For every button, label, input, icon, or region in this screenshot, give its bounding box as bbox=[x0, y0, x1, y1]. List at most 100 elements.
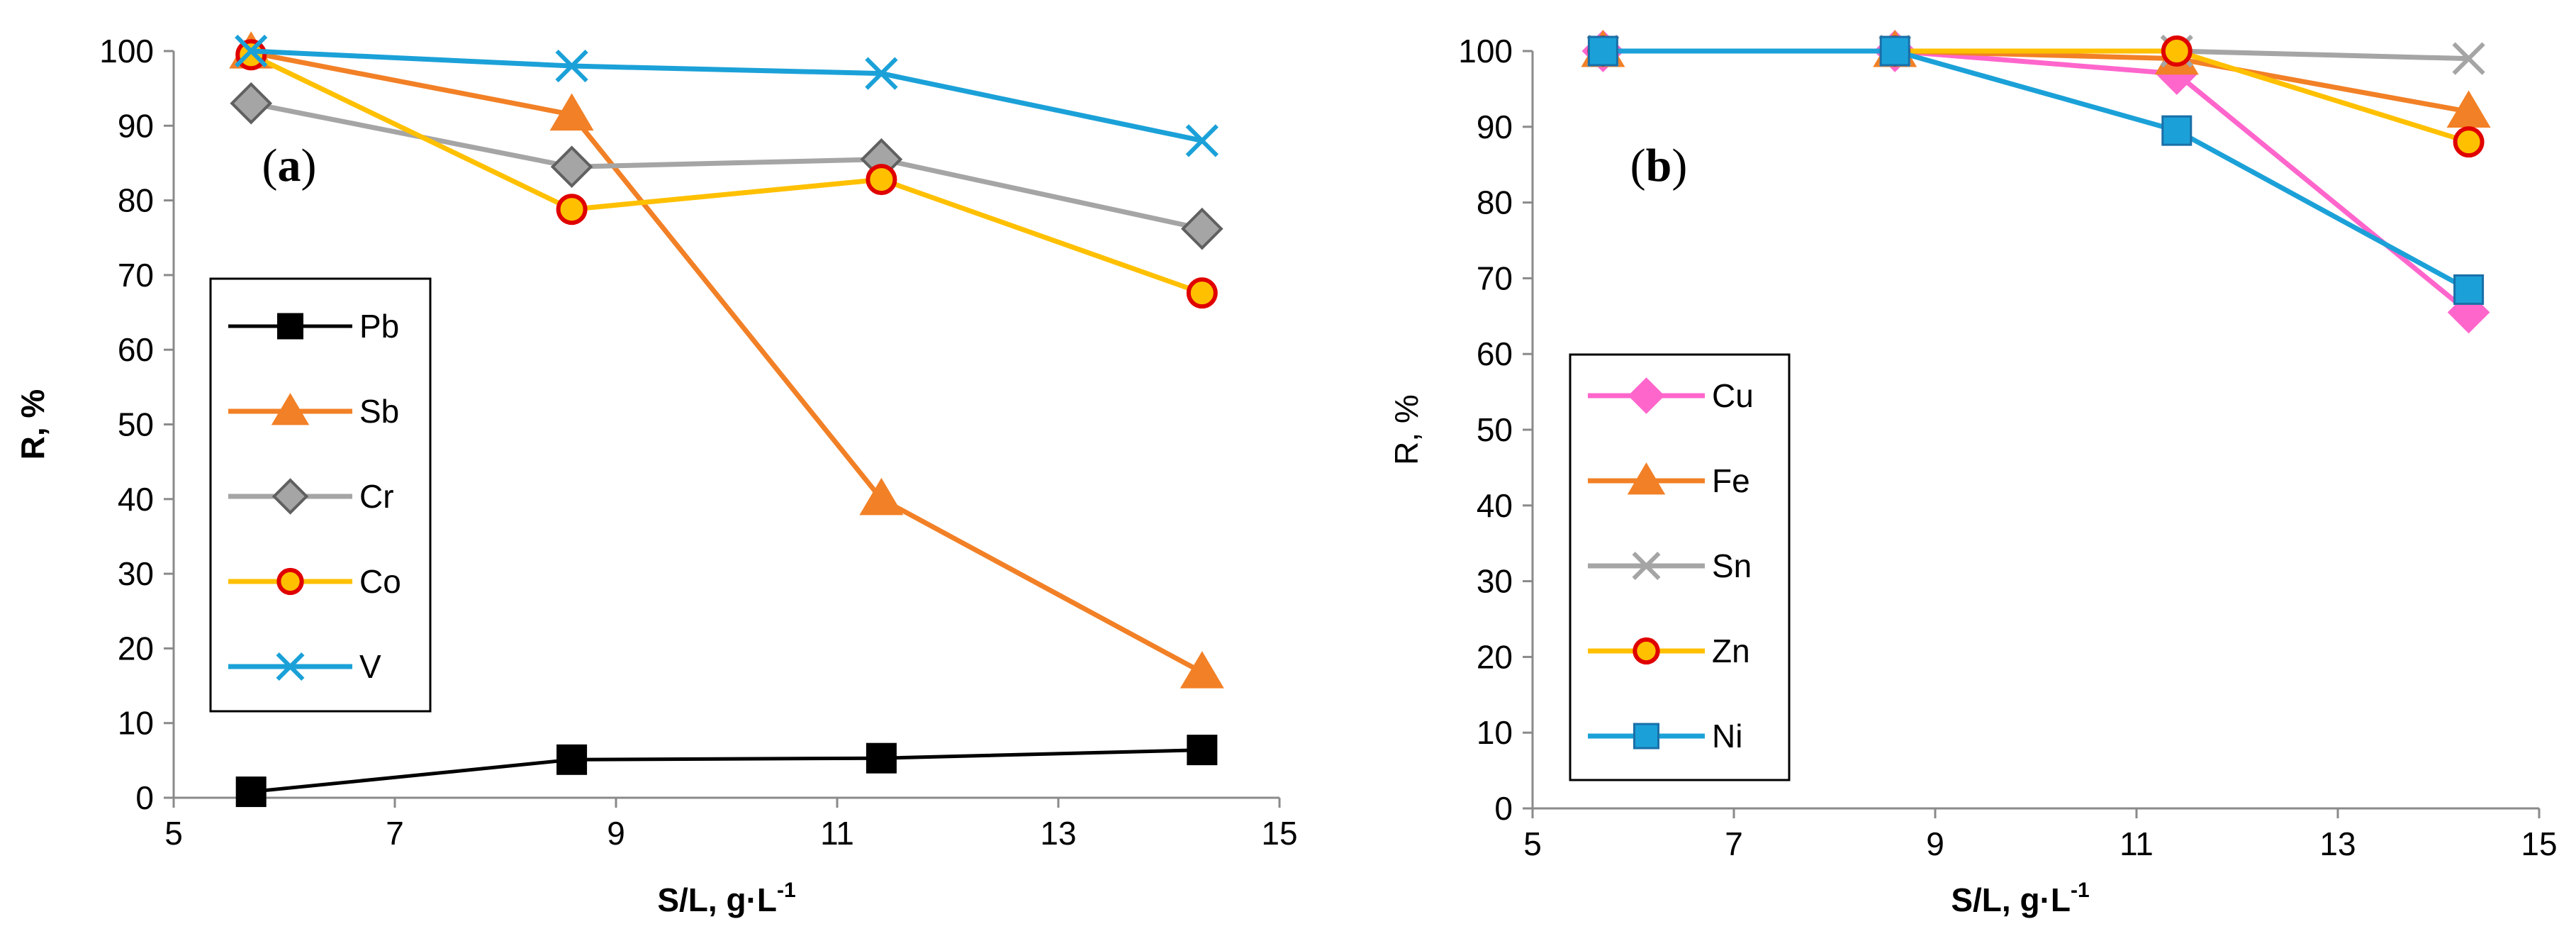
x-axis-title: S/L, g·L-1 bbox=[1951, 879, 2089, 918]
x-tick-label: 7 bbox=[1725, 825, 1743, 862]
x-tick-label: 15 bbox=[1261, 815, 1297, 852]
series-line-Co bbox=[250, 52, 1203, 296]
legend-label-Zn: Zn bbox=[1712, 633, 1750, 669]
data-point-V bbox=[1185, 124, 1219, 157]
series-Pb bbox=[235, 735, 1218, 808]
data-point-Sb bbox=[859, 477, 904, 516]
y-tick-label: 90 bbox=[118, 107, 154, 144]
x-tick-label: 15 bbox=[2521, 825, 2557, 862]
y-tick-label: 70 bbox=[118, 257, 154, 294]
x-tick-label: 11 bbox=[820, 815, 854, 852]
data-point-Co bbox=[556, 194, 588, 225]
series-Co bbox=[235, 39, 1218, 309]
y-tick-label: 10 bbox=[118, 705, 154, 742]
data-point-V bbox=[235, 34, 268, 68]
data-point-Sb bbox=[1180, 651, 1224, 689]
panel-label-close-paren: ) bbox=[1671, 140, 1687, 191]
data-point-Sn bbox=[2452, 42, 2485, 75]
panel-label: (a) bbox=[262, 140, 317, 191]
x-tick-label: 13 bbox=[1040, 815, 1076, 852]
panel-label: (b) bbox=[1630, 140, 1688, 191]
x-axis-title-superscript: -1 bbox=[777, 879, 796, 902]
y-tick-label: 0 bbox=[135, 779, 154, 816]
data-point-Zn bbox=[2453, 126, 2485, 158]
series-V bbox=[235, 34, 1219, 157]
y-tick-label: 80 bbox=[118, 182, 154, 219]
y-tick-label: 20 bbox=[118, 630, 154, 667]
y-axis-title: R, % bbox=[14, 389, 51, 460]
data-point-Co bbox=[866, 164, 897, 196]
data-point-Ni bbox=[2161, 115, 2193, 146]
panel-label-open-paren: ( bbox=[1630, 140, 1646, 191]
data-point-Pb bbox=[235, 776, 267, 808]
series-line-V bbox=[251, 48, 1203, 143]
y-tick-label: 20 bbox=[1477, 638, 1513, 675]
series-Ni bbox=[1587, 35, 2485, 305]
x-axis-title-text: S/L, g·L bbox=[1951, 881, 2071, 918]
legend-marker-Sb bbox=[271, 393, 310, 425]
data-point-Ni bbox=[2453, 274, 2485, 305]
legend-marker-Fe bbox=[1627, 462, 1666, 495]
y-tick-label: 70 bbox=[1477, 260, 1513, 296]
legend-label-Sn: Sn bbox=[1712, 547, 1752, 584]
y-tick-label: 100 bbox=[99, 33, 154, 69]
legend-label-Ni: Ni bbox=[1712, 718, 1742, 755]
series-line-Ni bbox=[1603, 48, 2470, 292]
legend-label-Fe: Fe bbox=[1712, 462, 1750, 499]
legend: Cu Fe Sn Zn Ni bbox=[1569, 353, 1791, 781]
legend-marker-Co bbox=[276, 567, 304, 596]
panel-label-close-paren: ) bbox=[301, 140, 317, 191]
chart-panel-a: 0 10 20 30 40 50 60 70 80 90 100 5 7 9 11 13 15 R, % S/L, … bbox=[14, 31, 1298, 918]
panel-label-letter: a bbox=[278, 140, 301, 191]
data-point-Co bbox=[235, 39, 267, 71]
data-point-Co bbox=[1186, 277, 1218, 309]
data-point-Pb bbox=[1187, 735, 1218, 766]
y-tick-label: 50 bbox=[118, 406, 154, 443]
series-Cr bbox=[230, 82, 1223, 250]
legend-label-Cu: Cu bbox=[1712, 377, 1754, 414]
y-tick-label: 10 bbox=[1477, 714, 1513, 751]
data-point-Cr bbox=[550, 145, 593, 189]
series-Fe bbox=[1581, 30, 2491, 128]
legend-marker-V bbox=[276, 652, 305, 681]
x-tick-label: 5 bbox=[1523, 825, 1542, 862]
x-tick-label: 7 bbox=[386, 815, 404, 852]
y-tick-label: 50 bbox=[1477, 411, 1513, 448]
y-tick-label: 60 bbox=[118, 331, 154, 368]
legend-label-Cr: Cr bbox=[359, 478, 394, 515]
legend-label-Pb: Pb bbox=[359, 308, 399, 345]
legend-marker-Zn bbox=[1633, 637, 1660, 665]
series-line-Pb bbox=[250, 748, 1202, 794]
data-point-Sb bbox=[549, 93, 594, 131]
y-tick-label: 40 bbox=[118, 481, 154, 518]
y-tick-label: 0 bbox=[1494, 790, 1513, 827]
data-point-Cr bbox=[230, 82, 273, 125]
y-axis-title: R, % bbox=[1388, 394, 1425, 465]
data-point-Cr bbox=[1180, 207, 1223, 250]
data-point-Zn bbox=[2161, 35, 2193, 67]
legend-marker-Cr bbox=[271, 478, 309, 515]
y-tick-label: 80 bbox=[1477, 184, 1513, 221]
data-point-Pb bbox=[866, 742, 897, 774]
x-tick-label: 11 bbox=[2119, 825, 2154, 862]
legend-label-Sb: Sb bbox=[359, 393, 399, 430]
y-tick-label: 40 bbox=[1477, 487, 1513, 524]
x-tick-label: 5 bbox=[164, 815, 183, 852]
data-point-V bbox=[865, 57, 898, 90]
x-tick-label: 9 bbox=[607, 815, 625, 852]
legend-marker-Ni bbox=[1633, 723, 1659, 750]
panel-label-open-paren: ( bbox=[262, 140, 278, 191]
y-tick-label: 90 bbox=[1477, 108, 1513, 145]
legend-label-V: V bbox=[359, 648, 381, 685]
series-Cu bbox=[1581, 30, 2490, 334]
data-point-Ni bbox=[1587, 35, 1618, 67]
x-axis-title-text: S/L, g·L bbox=[657, 881, 777, 918]
chart-panel-b: 0 10 20 30 40 50 60 70 80 90 100 5 7 9 11 13 15 R, % S/L, … bbox=[1388, 30, 2558, 918]
series-line-Cr bbox=[250, 101, 1203, 232]
data-point-Ni bbox=[1879, 35, 1910, 67]
y-tick-label: 100 bbox=[1458, 33, 1513, 69]
x-axis-title-superscript: -1 bbox=[2071, 879, 2090, 902]
x-tick-label: 13 bbox=[2319, 825, 2356, 862]
legend-label-Co: Co bbox=[359, 563, 401, 600]
